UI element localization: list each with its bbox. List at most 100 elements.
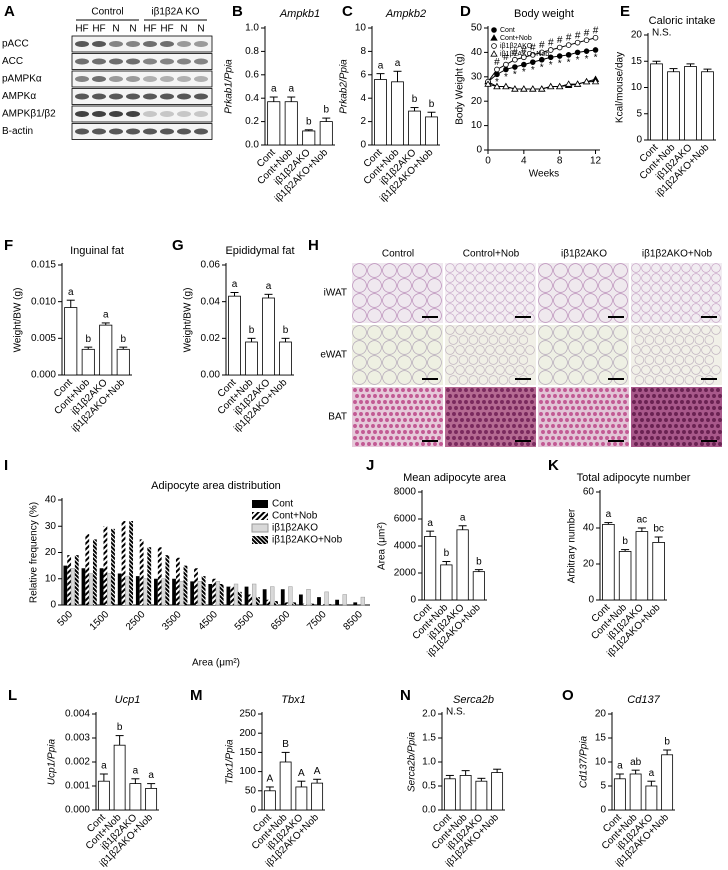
x-tick-label: 4500 <box>196 609 220 633</box>
cell <box>577 442 581 446</box>
cell <box>671 273 681 283</box>
significance-letter: b <box>306 116 312 127</box>
cell <box>412 263 427 278</box>
y-tick-label: 4000 <box>394 541 417 552</box>
cell <box>680 400 684 404</box>
cell <box>661 345 671 355</box>
cell <box>625 406 629 410</box>
cell <box>691 303 701 313</box>
blot-band <box>143 128 157 135</box>
cell <box>553 370 568 385</box>
cell <box>631 325 641 335</box>
significance-mark: * <box>585 54 589 65</box>
cell <box>419 436 423 440</box>
cell <box>654 355 665 365</box>
cell <box>691 283 701 293</box>
cell <box>412 340 427 355</box>
cell <box>367 406 371 410</box>
cell <box>367 293 382 308</box>
cell <box>403 442 407 446</box>
cell <box>470 424 474 428</box>
bar <box>408 110 421 146</box>
cell <box>701 283 711 293</box>
significance-letter: bc <box>653 524 664 535</box>
cell <box>514 406 518 410</box>
significance-mark: * <box>576 55 580 66</box>
cell <box>599 424 603 428</box>
cell <box>403 430 407 434</box>
cell <box>401 400 405 404</box>
significance-mark: # <box>512 47 518 58</box>
cell <box>692 436 696 440</box>
blot-band <box>143 93 157 100</box>
cell <box>704 424 708 428</box>
cell <box>700 418 704 422</box>
cell <box>646 406 650 410</box>
cell <box>553 325 568 340</box>
cell <box>589 430 593 434</box>
cell <box>495 293 505 303</box>
group-label: Control <box>91 7 123 18</box>
cell <box>557 424 561 428</box>
bar <box>197 581 202 606</box>
y-tick-label: 2000 <box>394 568 417 579</box>
blot-band <box>177 58 191 65</box>
bar <box>113 744 126 811</box>
legend-swatch <box>252 500 268 508</box>
y-tick-label: 50 <box>245 785 257 796</box>
cell <box>557 388 561 392</box>
cell <box>613 370 628 385</box>
cell <box>644 355 655 365</box>
marker <box>511 85 519 92</box>
bar <box>311 782 324 811</box>
cell <box>571 406 575 410</box>
cell <box>553 355 568 370</box>
cell <box>565 442 569 446</box>
cell <box>407 400 411 404</box>
cell <box>494 412 498 416</box>
cell <box>488 424 492 428</box>
cell <box>547 418 551 422</box>
cell <box>538 370 553 385</box>
cell <box>565 406 569 410</box>
cell <box>668 400 672 404</box>
marker <box>529 52 536 58</box>
chart-title: Ampkb2 <box>385 8 426 20</box>
cell <box>518 424 522 428</box>
cell <box>425 436 429 440</box>
cell <box>623 412 627 416</box>
cell <box>671 365 681 375</box>
cell <box>460 442 464 446</box>
x-axis-label: Weeks <box>529 169 559 180</box>
cell <box>701 345 711 355</box>
cell <box>631 303 641 313</box>
cell <box>488 388 492 392</box>
cell <box>583 418 587 422</box>
cell <box>379 442 383 446</box>
cell <box>367 430 371 434</box>
cell <box>448 406 452 410</box>
blot-band <box>92 111 106 117</box>
cell <box>646 418 650 422</box>
cell <box>646 442 650 446</box>
y-axis-label: Relative frequency (%) <box>29 502 40 603</box>
cell <box>397 293 412 308</box>
y-tick-label: 10 <box>631 82 643 93</box>
cell <box>711 283 721 293</box>
cell <box>488 436 492 440</box>
cell <box>490 430 494 434</box>
marker <box>494 66 500 73</box>
cell <box>595 430 599 434</box>
cell <box>538 278 553 293</box>
cell <box>466 394 470 398</box>
cell <box>427 278 442 293</box>
cell <box>651 345 661 355</box>
cell <box>465 345 475 355</box>
cell <box>506 412 510 416</box>
cell <box>525 365 535 375</box>
y-tick-label: 40 <box>583 523 595 534</box>
cell <box>650 424 654 428</box>
significance-letter: a <box>103 310 109 321</box>
panel-letter: E <box>620 3 630 20</box>
cell <box>662 436 666 440</box>
